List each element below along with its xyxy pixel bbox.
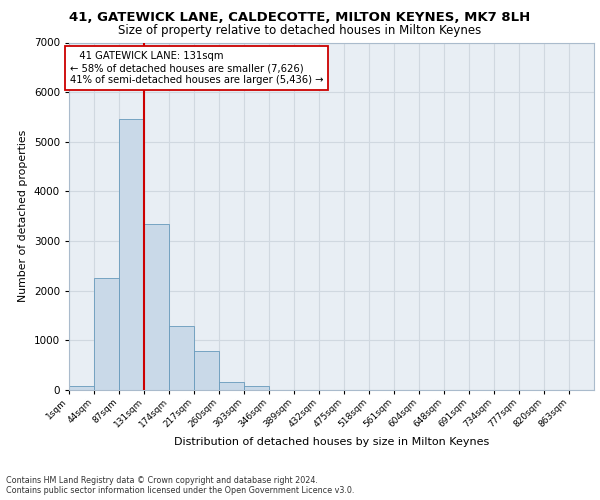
Text: 41 GATEWICK LANE: 131sqm
← 58% of detached houses are smaller (7,626)
41% of sem: 41 GATEWICK LANE: 131sqm ← 58% of detach…: [70, 52, 323, 84]
Text: Contains HM Land Registry data © Crown copyright and database right 2024.
Contai: Contains HM Land Registry data © Crown c…: [6, 476, 355, 495]
Text: 41, GATEWICK LANE, CALDECOTTE, MILTON KEYNES, MK7 8LH: 41, GATEWICK LANE, CALDECOTTE, MILTON KE…: [70, 11, 530, 24]
Bar: [194, 352, 219, 390]
Bar: [219, 382, 244, 390]
Bar: [119, 120, 144, 390]
Bar: [69, 386, 94, 390]
Y-axis label: Number of detached properties: Number of detached properties: [18, 130, 28, 302]
Bar: [244, 386, 269, 390]
Bar: [169, 326, 194, 390]
Bar: [145, 224, 169, 390]
Bar: [94, 278, 119, 390]
X-axis label: Distribution of detached houses by size in Milton Keynes: Distribution of detached houses by size …: [174, 438, 489, 448]
Text: Size of property relative to detached houses in Milton Keynes: Size of property relative to detached ho…: [118, 24, 482, 37]
